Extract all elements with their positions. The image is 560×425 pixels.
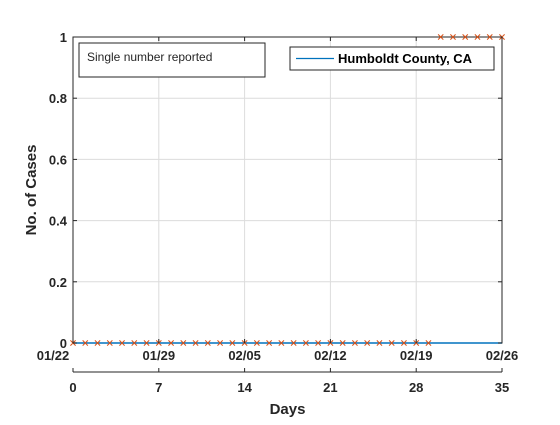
date-tick-label: 02/12 (314, 348, 347, 363)
data-point-marker (339, 340, 346, 346)
marker-stroke (302, 340, 309, 346)
data-point-marker (486, 34, 493, 40)
data-point-marker (204, 340, 211, 346)
y-axis-label: No. of Cases (23, 145, 40, 236)
data-point-marker (82, 340, 89, 346)
marker-stroke (106, 340, 113, 346)
data-point-marker (278, 340, 285, 346)
y-tick-label: 0.4 (49, 214, 68, 229)
data-point-marker (143, 340, 150, 346)
date-tick-label: 01/22 (37, 348, 70, 363)
marker-stroke (278, 340, 285, 346)
date-tick-label: 02/19 (400, 348, 433, 363)
data-point-marker (388, 340, 395, 346)
plot-area (72, 36, 503, 344)
x-axis-label: Days (270, 401, 306, 418)
marker-stroke (192, 340, 199, 346)
marker-stroke (315, 340, 322, 346)
axes: 0 0.2 0.4 0.6 0.8 1 01/22 01/29 02/05 02/12 02/19 0… (37, 30, 519, 395)
data-point-marker (168, 340, 175, 346)
data-point-marker (180, 340, 187, 346)
legend: Humboldt County, CA (289, 46, 495, 71)
data-point-marker (315, 340, 322, 346)
day-tick-label: 28 (409, 380, 423, 395)
marker-stroke (339, 340, 346, 346)
legend-label: Humboldt County, CA (338, 51, 473, 66)
data-point-marker (253, 340, 260, 346)
marker-stroke (94, 340, 101, 346)
y-tick-label: 0.6 (49, 152, 67, 167)
data-point-marker (351, 340, 358, 346)
data-point-marker (119, 340, 125, 346)
marker-stroke (180, 340, 187, 346)
y-tick-label: 0 (60, 336, 67, 351)
marker-stroke (400, 340, 407, 346)
day-tick-label: 35 (495, 380, 509, 395)
marker-stroke (474, 34, 481, 40)
data-point-marker (94, 340, 101, 346)
data-point-marker (290, 340, 297, 346)
marker-stroke (437, 34, 444, 40)
data-point-marker (450, 34, 456, 40)
data-point-marker (217, 340, 224, 346)
marker-stroke (486, 34, 493, 40)
data-point-marker (400, 340, 407, 346)
marker-stroke (364, 340, 371, 346)
data-point-marker (364, 340, 371, 346)
marker-stroke (229, 340, 236, 346)
day-tick-label: 14 (237, 380, 252, 395)
day-tick-label: 21 (323, 380, 337, 395)
marker-stroke (388, 340, 395, 346)
data-point-marker (192, 340, 199, 346)
date-tick-label: 02/05 (228, 348, 261, 363)
marker-stroke (119, 340, 125, 346)
marker-stroke (266, 340, 273, 346)
legend-border (289, 46, 495, 71)
y-tick-label: 0.8 (49, 91, 67, 106)
y-tick-label: 1 (60, 30, 67, 45)
date-tick-label: 02/26 (486, 348, 519, 363)
data-point-marker (437, 34, 444, 40)
data-point-marker (229, 340, 236, 346)
data-point-marker (106, 340, 113, 346)
marker-stroke (143, 340, 150, 346)
marker-stroke (351, 340, 358, 346)
marker-stroke (450, 34, 456, 40)
date-tick-label: 01/29 (143, 348, 176, 363)
marker-stroke (290, 340, 297, 346)
marker-stroke (253, 340, 260, 346)
annotation-box: Single number reported (78, 42, 266, 78)
data-point-marker (376, 340, 383, 346)
marker-stroke (376, 340, 383, 346)
data-point-marker (462, 34, 469, 40)
marker-stroke (462, 34, 469, 40)
data-point-marker (131, 340, 138, 346)
day-tick-label: 7 (155, 380, 162, 395)
marker-stroke (82, 340, 89, 346)
data-layer (70, 34, 505, 346)
marker-stroke (131, 340, 138, 346)
data-point-marker (266, 340, 273, 346)
annotation-text: Single number reported (87, 50, 212, 64)
day-tick-label: 0 (69, 380, 76, 395)
grid (72, 36, 503, 344)
data-point-marker (474, 34, 481, 40)
data-point-marker (425, 340, 432, 346)
y-tick-label: 0.2 (49, 275, 67, 290)
marker-stroke (217, 340, 224, 346)
marker-stroke (425, 340, 432, 346)
marker-stroke (204, 340, 211, 346)
annotation-border (78, 42, 266, 78)
marker-stroke (168, 340, 175, 346)
data-point-marker (302, 340, 309, 346)
